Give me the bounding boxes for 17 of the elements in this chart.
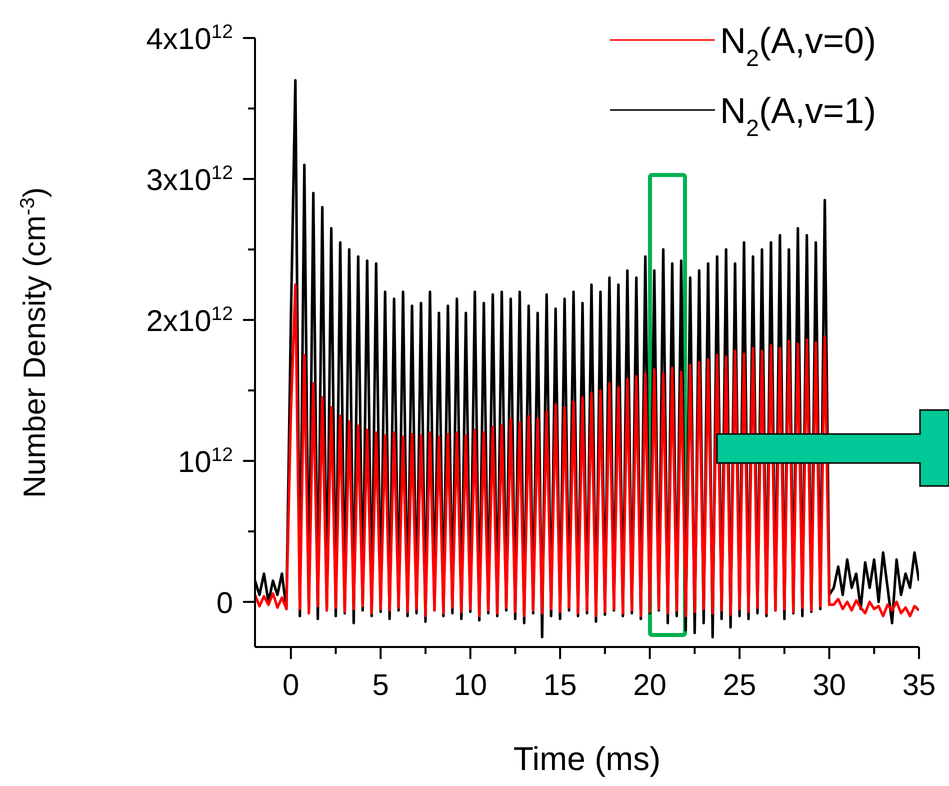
y-tick-label: 2x10$^{12}$ xyxy=(146,302,233,338)
x-axis-title: Time (ms) xyxy=(513,740,661,777)
x-tick-label: 15 xyxy=(543,669,577,702)
y-tick-label: 4x10$^{12}$ xyxy=(146,21,233,56)
legend-label: N$_{2}$(A,v=1) xyxy=(720,90,876,141)
y-tick-label: 10$^{12}$ xyxy=(178,444,233,479)
legend-label: N$_{2}$(A,v=0) xyxy=(720,20,876,71)
x-tick-label: 30 xyxy=(812,669,846,702)
x-tick-label: 20 xyxy=(633,669,666,702)
x-tick-label: 5 xyxy=(372,669,389,702)
x-tick-label: 35 xyxy=(902,669,936,702)
y-tick-label: 0 xyxy=(216,586,233,620)
y-tick-label: 3x10$^{12}$ xyxy=(146,162,233,197)
line-series xyxy=(255,283,919,618)
x-tick-label: 25 xyxy=(722,669,756,702)
x-tick-label: 10 xyxy=(454,669,488,702)
x-tick-label: 0 xyxy=(282,669,300,702)
